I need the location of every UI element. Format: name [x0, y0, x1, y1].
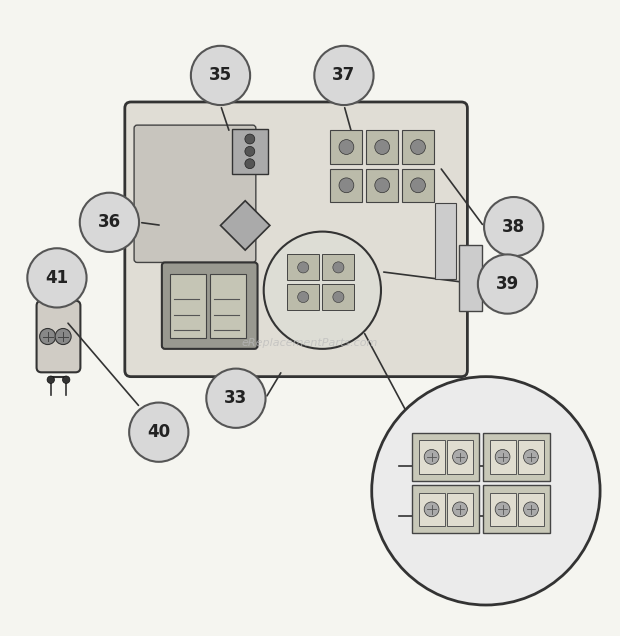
Circle shape: [333, 262, 344, 273]
FancyBboxPatch shape: [287, 284, 319, 310]
Circle shape: [63, 271, 70, 279]
FancyBboxPatch shape: [490, 440, 516, 474]
FancyBboxPatch shape: [37, 301, 81, 372]
Circle shape: [523, 450, 538, 464]
FancyBboxPatch shape: [435, 203, 456, 279]
Text: 41: 41: [45, 269, 68, 287]
Circle shape: [495, 502, 510, 516]
FancyBboxPatch shape: [518, 440, 544, 474]
FancyBboxPatch shape: [459, 245, 482, 310]
FancyBboxPatch shape: [447, 493, 473, 526]
Circle shape: [375, 140, 389, 155]
Circle shape: [372, 377, 600, 605]
FancyBboxPatch shape: [490, 493, 516, 526]
Circle shape: [495, 450, 510, 464]
FancyBboxPatch shape: [210, 273, 246, 338]
Circle shape: [191, 46, 250, 105]
FancyBboxPatch shape: [330, 130, 363, 163]
FancyBboxPatch shape: [134, 125, 256, 263]
FancyBboxPatch shape: [402, 130, 434, 163]
Circle shape: [314, 46, 374, 105]
Circle shape: [27, 248, 87, 308]
FancyBboxPatch shape: [330, 169, 363, 202]
Circle shape: [47, 376, 55, 384]
Text: 39: 39: [496, 275, 519, 293]
Circle shape: [245, 146, 255, 156]
Circle shape: [298, 262, 309, 273]
Circle shape: [206, 369, 265, 428]
Circle shape: [129, 403, 188, 462]
Circle shape: [298, 291, 309, 303]
FancyBboxPatch shape: [484, 433, 550, 481]
FancyBboxPatch shape: [412, 433, 479, 481]
Circle shape: [55, 328, 71, 345]
FancyBboxPatch shape: [418, 493, 445, 526]
FancyBboxPatch shape: [412, 485, 479, 534]
Text: 33: 33: [224, 389, 247, 407]
FancyBboxPatch shape: [447, 440, 473, 474]
Text: eReplacementParts.com: eReplacementParts.com: [242, 338, 378, 348]
Circle shape: [245, 134, 255, 144]
FancyBboxPatch shape: [322, 284, 355, 310]
FancyBboxPatch shape: [484, 485, 550, 534]
Circle shape: [410, 178, 425, 193]
FancyBboxPatch shape: [232, 128, 268, 174]
Circle shape: [478, 254, 537, 314]
FancyBboxPatch shape: [287, 254, 319, 280]
Text: 37: 37: [332, 66, 356, 85]
Circle shape: [40, 328, 56, 345]
Text: 35: 35: [209, 66, 232, 85]
Circle shape: [424, 502, 439, 516]
Circle shape: [47, 271, 55, 279]
FancyBboxPatch shape: [170, 273, 206, 338]
FancyBboxPatch shape: [162, 263, 257, 349]
Text: 36: 36: [98, 213, 121, 232]
FancyBboxPatch shape: [402, 169, 434, 202]
Polygon shape: [221, 201, 270, 250]
Circle shape: [424, 450, 439, 464]
FancyBboxPatch shape: [322, 254, 355, 280]
Circle shape: [80, 193, 139, 252]
Circle shape: [339, 140, 354, 155]
Circle shape: [453, 450, 467, 464]
Circle shape: [410, 140, 425, 155]
FancyBboxPatch shape: [125, 102, 467, 377]
Circle shape: [484, 197, 543, 256]
FancyBboxPatch shape: [518, 493, 544, 526]
FancyBboxPatch shape: [366, 130, 398, 163]
Circle shape: [375, 178, 389, 193]
Text: 38: 38: [502, 218, 525, 236]
Circle shape: [264, 232, 381, 349]
Circle shape: [333, 291, 344, 303]
Circle shape: [245, 159, 255, 169]
Circle shape: [339, 178, 354, 193]
FancyBboxPatch shape: [366, 169, 398, 202]
FancyBboxPatch shape: [418, 440, 445, 474]
Circle shape: [63, 376, 70, 384]
Text: 40: 40: [147, 423, 171, 441]
Circle shape: [523, 502, 538, 516]
Circle shape: [453, 502, 467, 516]
